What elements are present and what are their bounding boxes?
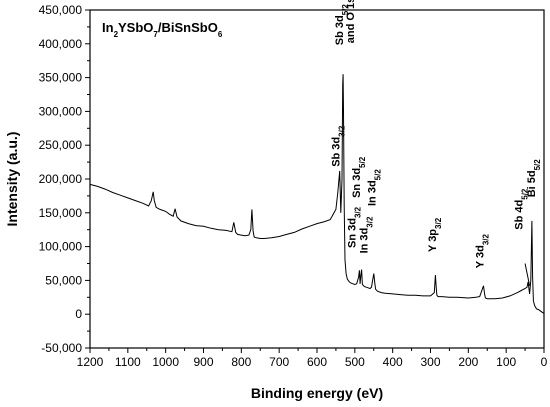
sb4d-leader-line [524,263,531,286]
y-tick-label: 450,000 [39,3,83,17]
x-axis-label: Binding energy (eV) [251,385,383,401]
y-tick-label: 350,000 [39,71,83,85]
y-tick-label: 300,000 [39,104,83,118]
y-tick-label: 200,000 [39,172,83,186]
x-tick-label: 600 [307,355,327,369]
x-tick-label: 200 [458,355,478,369]
peak-label: Sn 3d3/2 [347,206,363,248]
y-axis-label: Intensity (a.u.) [4,132,20,227]
peak-label: Y 3p3/2 [427,217,443,252]
x-tick-label: 700 [269,355,289,369]
chart-title: In2YSbO7/BiSnSbO6 [102,20,223,39]
y-axis: -50,000 0 50,000 100,000 150,000 200,000 250,0… [39,3,90,355]
peak-label: Sb 4d5/2 [513,188,529,230]
x-tick-label: 1000 [152,355,179,369]
peak-label: Sn 3d5/2 [351,156,367,198]
spectrum-line [89,74,545,314]
peak-label: In 3d3/2 [359,216,375,253]
x-tick-label: 900 [193,355,213,369]
x-tick-label: 0 [541,355,548,369]
peak-label: Sb 3d5/2 [334,4,350,46]
x-tick-label: 300 [420,355,440,369]
y-tick-label: 50,000 [45,273,82,287]
peak-label: Bi 5d5/2 [526,159,542,198]
x-tick-label: 500 [345,355,365,369]
peak-label: In 3d5/2 [367,169,383,206]
peak-label-line2: and O 1s [345,0,357,43]
peak-label: Y 3d3/2 [475,233,491,268]
x-axis: 1200 1100 1000 900 800 700 600 500 400 300 200 100 0 [77,348,548,369]
y-tick-label: 150,000 [39,206,83,220]
y-tick-label: 400,000 [39,37,83,51]
x-tick-label: 400 [383,355,403,369]
y-tick-label: 100,000 [39,240,83,254]
y-tick-label: 0 [75,307,82,321]
x-tick-label: 800 [231,355,251,369]
y-tick-label: -50,000 [41,341,82,355]
x-tick-label: 1100 [115,355,141,369]
peak-label: Sb 3d3/2 [330,125,346,167]
y-tick-label: 250,000 [39,138,83,152]
x-tick-label: 1200 [77,355,104,369]
x-tick-label: 100 [496,355,516,369]
